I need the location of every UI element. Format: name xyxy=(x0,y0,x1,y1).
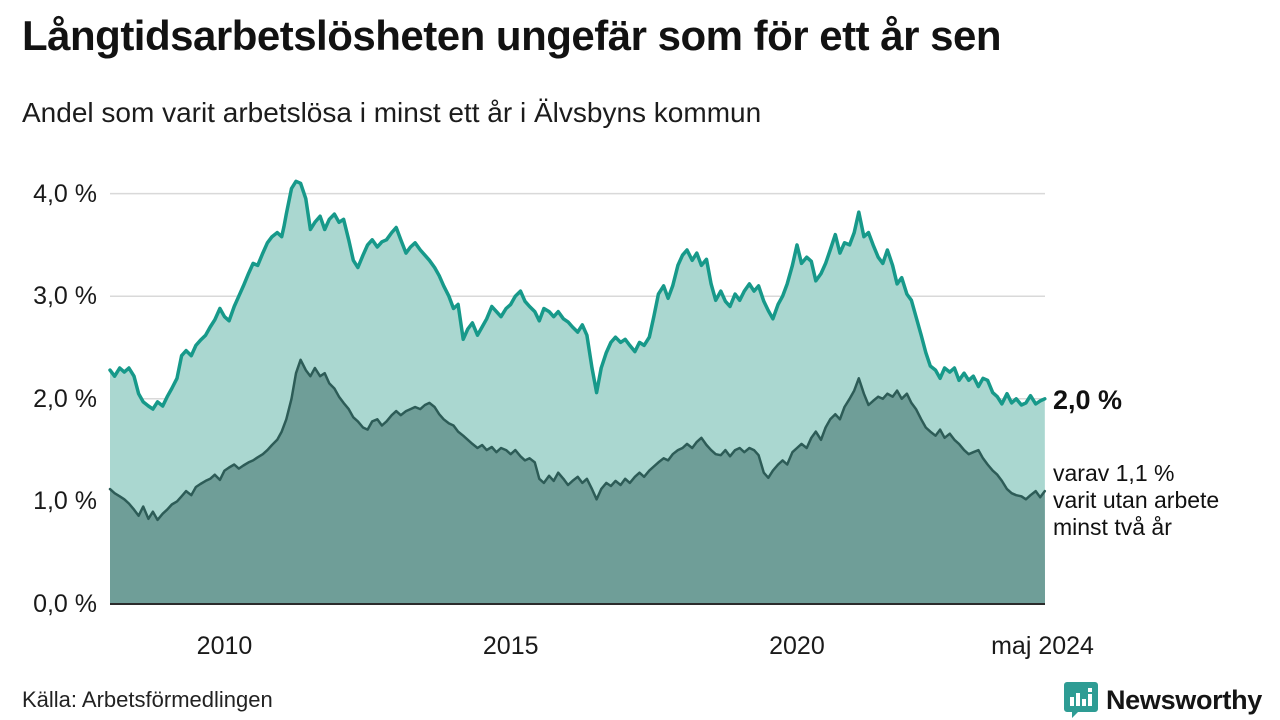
newsworthy-logo: Newsworthy xyxy=(1063,682,1262,718)
area-chart xyxy=(108,179,1047,605)
y-tick-label: 0,0 % xyxy=(33,590,97,618)
end-value-sublabel: varav 1,1 % varit utan arbete minst två … xyxy=(1053,460,1220,540)
x-tick-label: 2010 xyxy=(196,632,253,660)
y-tick-label: 2,0 % xyxy=(33,384,97,413)
x-tick-label: 2020 xyxy=(769,632,825,660)
x-tick-label: maj 2024 xyxy=(991,632,1094,660)
newsworthy-wordmark: Newsworthy xyxy=(1105,684,1262,715)
page-title: Långtidsarbetslösheten ungefär som för e… xyxy=(22,12,1002,59)
y-tick-label: 1,0 % xyxy=(33,487,97,516)
y-tick-label: 3,0 % xyxy=(33,282,97,311)
source-note: Källa: Arbetsförmedlingen xyxy=(22,687,273,712)
chart-subtitle: Andel som varit arbetslösa i minst ett å… xyxy=(22,97,762,128)
end-value-label: 2,0 % xyxy=(1053,385,1123,415)
newsworthy-bar-chart-icon xyxy=(1063,682,1098,718)
x-tick-label: 2015 xyxy=(482,632,539,660)
y-tick-label: 4,0 % xyxy=(33,179,97,208)
